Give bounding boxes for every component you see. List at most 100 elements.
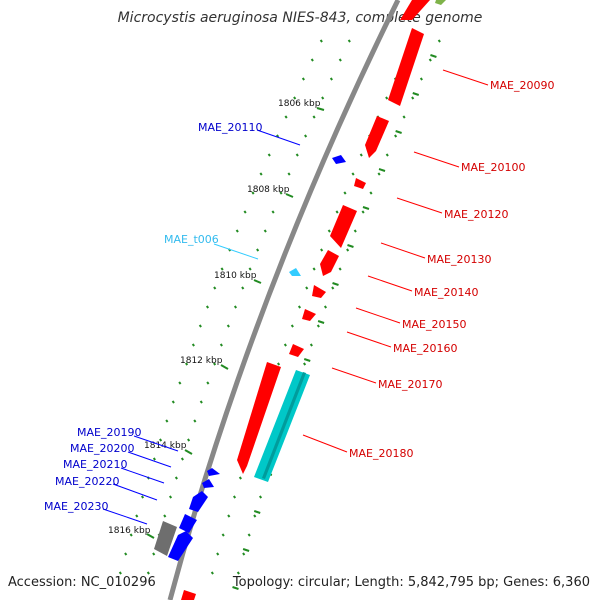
right-gene-labels: MAE_20090 MAE_20100 MAE_20120 MAE_20130 …: [302, 69, 554, 460]
tick-dot: [327, 229, 331, 233]
tick-dot: [343, 191, 347, 195]
tick-dot: [353, 229, 357, 233]
tick-dot: [140, 495, 145, 499]
gene-label[interactable]: MAE_20100: [461, 161, 525, 174]
tick-dot: [187, 438, 191, 442]
tick-dot: [235, 229, 239, 233]
gene-label[interactable]: MAE_20190: [77, 426, 141, 439]
forward-strand-genes: [181, 0, 430, 600]
tick-dot: [185, 362, 189, 366]
scale-label: 1810 kbp: [214, 271, 257, 281]
tick-dot: [152, 552, 156, 556]
gene-arrow[interactable]: [354, 178, 366, 189]
gene-label[interactable]: MAE_20140: [414, 286, 478, 299]
accession-text: Accession: NC_010296: [8, 575, 156, 590]
tick-dot: [335, 210, 339, 214]
tick-dot: [135, 514, 139, 518]
tick-dot: [219, 343, 223, 347]
tick-dot: [347, 39, 351, 43]
gene-arrow[interactable]: [289, 344, 304, 357]
tick-dot: [323, 305, 328, 309]
tick-dot: [303, 362, 307, 366]
tick-dot: [233, 305, 238, 309]
tick-dot: [174, 476, 178, 480]
tick-dot: [312, 267, 316, 271]
tick-dot: [267, 153, 271, 157]
topology-text: Topology: circular; Length: 5,842,795 bp…: [232, 575, 590, 590]
gene-arrow[interactable]: [181, 590, 196, 600]
gene-arrow[interactable]: [302, 309, 316, 321]
tick-dot: [259, 172, 263, 176]
tick-dot: [329, 77, 333, 81]
tick-dot: [321, 96, 325, 100]
tick-dot: [163, 514, 167, 518]
gene-label[interactable]: MAE_20230: [44, 500, 108, 513]
tick-dot: [227, 514, 231, 518]
tick-mark: [362, 206, 370, 210]
tick-dot: [297, 305, 302, 309]
gene-label[interactable]: MAE_20170: [378, 378, 442, 391]
tick-dot: [168, 495, 173, 499]
tick-dot: [152, 457, 156, 461]
cyan-feature[interactable]: [254, 370, 310, 482]
tick-mark: [412, 92, 420, 96]
tick-dot: [394, 134, 398, 138]
gene-label[interactable]: MAE_t006: [164, 233, 219, 246]
tick-dot: [241, 286, 245, 290]
tick-dot: [346, 248, 350, 252]
tick-dot: [419, 77, 423, 81]
tick-dot: [411, 96, 415, 100]
gene-arrow[interactable]: [179, 514, 197, 533]
tick-mark: [378, 168, 386, 172]
gene-arrow[interactable]: [237, 362, 281, 474]
tick-dot: [159, 438, 163, 442]
gene-arrow[interactable]: [312, 285, 326, 298]
tick-mark: [303, 358, 311, 362]
tick-dot: [305, 286, 309, 290]
gene-arrow[interactable]: [202, 479, 214, 488]
gene-arrow[interactable]: [168, 531, 193, 561]
gene-label[interactable]: MAE_20150: [402, 318, 466, 331]
gene-label[interactable]: MAE_20120: [444, 208, 508, 221]
gene-label[interactable]: MAE_20110: [198, 121, 262, 134]
gene-label[interactable]: MAE_20210: [63, 458, 127, 471]
tick-dot: [213, 286, 217, 290]
gene-label[interactable]: MAE_20090: [490, 79, 554, 92]
gene-arrow[interactable]: [330, 205, 357, 248]
tick-dot: [247, 533, 251, 537]
tick-dot: [236, 571, 240, 575]
gene-label[interactable]: MAE_20130: [427, 253, 491, 266]
gene-label[interactable]: MAE_20220: [55, 475, 119, 488]
gene-label[interactable]: MAE_20160: [393, 342, 457, 355]
tick-dot: [309, 343, 313, 347]
tick-dot: [361, 210, 365, 214]
gene-label[interactable]: MAE_20200: [70, 442, 134, 455]
tick-dot: [199, 400, 203, 404]
tick-mark: [253, 510, 261, 514]
tick-dot: [316, 324, 320, 328]
tick-dot: [310, 58, 314, 62]
gene-arrow[interactable]: [365, 116, 389, 158]
misc-feature-top[interactable]: [435, 0, 446, 5]
trna-arrow[interactable]: [289, 268, 301, 276]
pseudo-feature[interactable]: [154, 521, 177, 556]
tick-dot: [165, 419, 169, 423]
tick-dot: [232, 495, 237, 499]
tick-dot: [248, 267, 252, 271]
tick-dot: [369, 191, 373, 195]
tick-dot: [293, 96, 297, 100]
gene-arrow[interactable]: [400, 0, 430, 20]
gene-label[interactable]: MAE_20180: [349, 447, 413, 460]
tick-dot: [385, 153, 389, 157]
tick-dot: [178, 381, 182, 385]
gene-arrow[interactable]: [320, 250, 339, 276]
tick-dot: [129, 533, 133, 537]
gene-arrow[interactable]: [207, 468, 220, 476]
gene-arrow[interactable]: [189, 491, 208, 512]
gene-arrow[interactable]: [332, 155, 346, 164]
gene-arrow[interactable]: [388, 28, 424, 106]
tick-mark: [317, 320, 325, 324]
tick-dot: [226, 324, 230, 328]
